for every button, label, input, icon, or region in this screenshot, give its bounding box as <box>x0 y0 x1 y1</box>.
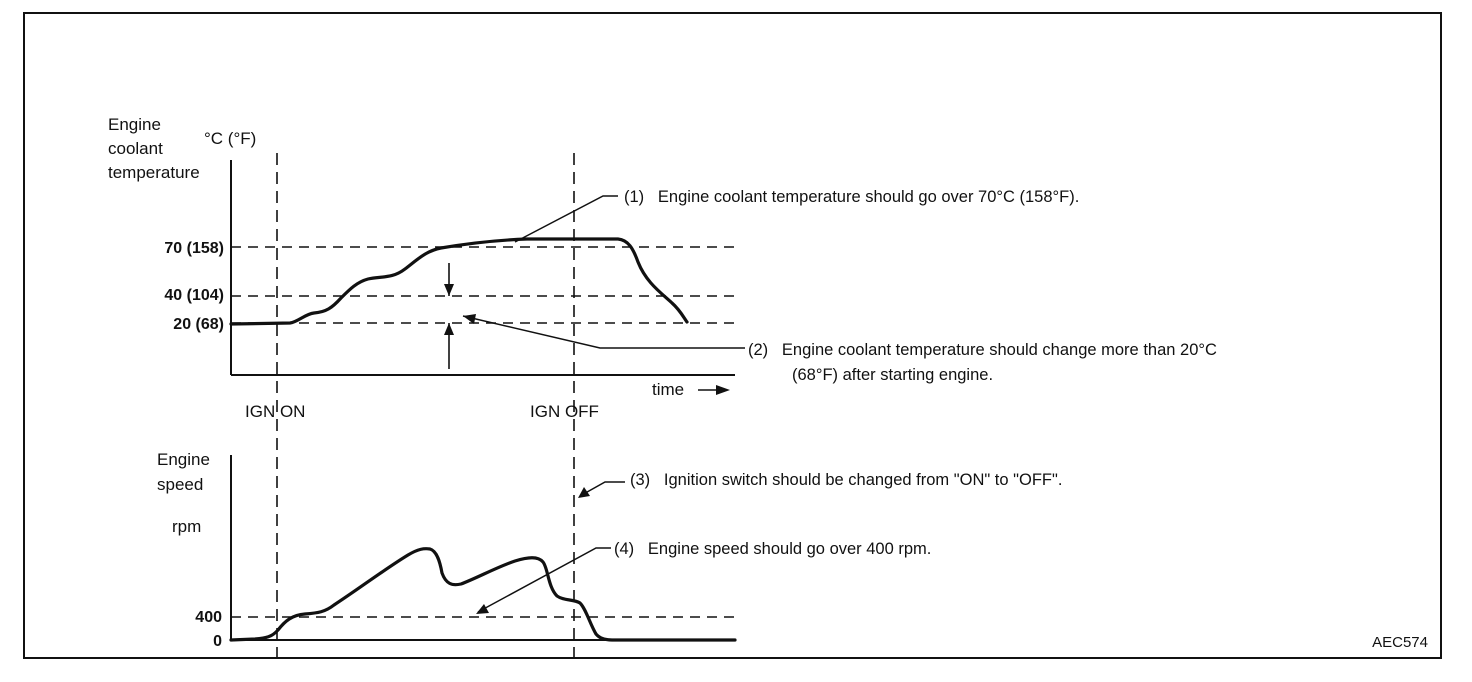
temperature-curve <box>229 237 689 326</box>
tick-label-40: 40 (104) <box>164 287 224 304</box>
annotation-2-text-line-1: (2) Engine coolant temperature should ch… <box>748 341 1217 359</box>
annotation-4: (4) Engine speed should go over 400 rpm. <box>476 540 931 614</box>
temperature-chart: Engine coolant temperature °C (°F) 70 (1… <box>108 115 737 421</box>
annotation-2: (2) Engine coolant temperature should ch… <box>462 314 1217 384</box>
time-label: time <box>652 380 684 399</box>
annotation-3: (3) Ignition switch should be changed fr… <box>578 471 1062 498</box>
leader-line-1 <box>514 195 618 243</box>
speed-ylabel-line-2: speed <box>157 475 203 494</box>
leader-line-3 <box>579 481 625 497</box>
leader-arrowhead-3 <box>578 487 590 498</box>
delta-arrowhead-down <box>444 284 454 296</box>
annotation-3-text: (3) Ignition switch should be changed fr… <box>630 471 1062 489</box>
temp-unit-label: °C (°F) <box>204 129 256 148</box>
annotation-1: (1) Engine coolant temperature should go… <box>514 188 1079 243</box>
engine-speed-curve <box>229 547 737 642</box>
temp-ylabel-line-2: coolant <box>108 139 163 158</box>
tick-label-70: 70 (158) <box>164 240 224 257</box>
leader-line-4 <box>477 547 611 613</box>
tick-label-20: 20 (68) <box>173 316 224 333</box>
ign-on-label: IGN ON <box>245 402 305 421</box>
figure-frame <box>23 12 1442 659</box>
annotation-1-text: (1) Engine coolant temperature should go… <box>624 188 1079 206</box>
leader-arrowhead-4 <box>476 604 489 614</box>
leader-arrowhead-2 <box>463 314 476 324</box>
leader-line-2 <box>462 315 745 349</box>
speed-unit-label: rpm <box>172 517 201 536</box>
time-arrowhead <box>716 385 730 395</box>
annotation-4-text: (4) Engine speed should go over 400 rpm. <box>614 540 931 558</box>
ign-off-label: IGN OFF <box>530 402 599 421</box>
figure-code: AEC574 <box>1372 634 1428 651</box>
tick-label-400: 400 <box>195 609 222 626</box>
temp-ylabel-line-3: temperature <box>108 163 200 182</box>
delta-arrowhead-up <box>444 323 454 335</box>
annotation-2-text-line-2: (68°F) after starting engine. <box>792 366 993 384</box>
temp-ylabel-line-1: Engine <box>108 115 161 134</box>
speed-ylabel-line-1: Engine <box>157 450 210 469</box>
speed-chart: Engine speed rpm 400 0 <box>157 450 737 650</box>
tick-label-0: 0 <box>213 633 222 650</box>
